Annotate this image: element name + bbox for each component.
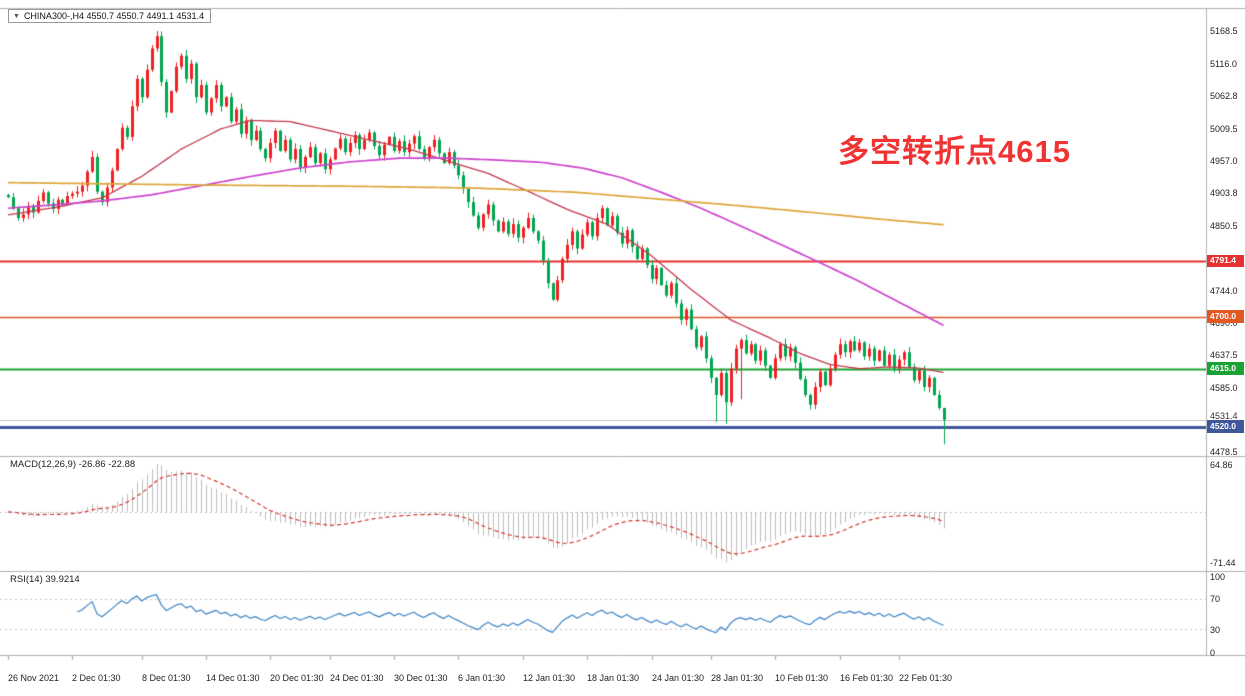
collapse-arrow-icon[interactable]: ▼ (13, 12, 20, 20)
symbol-info-box[interactable]: ▼ CHINA300-,H4 4550.7 4550.7 4491.1 4531… (8, 9, 212, 23)
annotation-text: 多空转折点4615 (838, 134, 1071, 169)
macd-indicator-label: MACD(12,26,9) -26.86 -22.88 (10, 459, 136, 470)
rsi-indicator-label: RSI(14) 39.9214 (10, 574, 80, 585)
symbol-ohlc-label: CHINA300-,H4 4550.7 4550.7 4491.1 4531.4 (23, 11, 205, 21)
